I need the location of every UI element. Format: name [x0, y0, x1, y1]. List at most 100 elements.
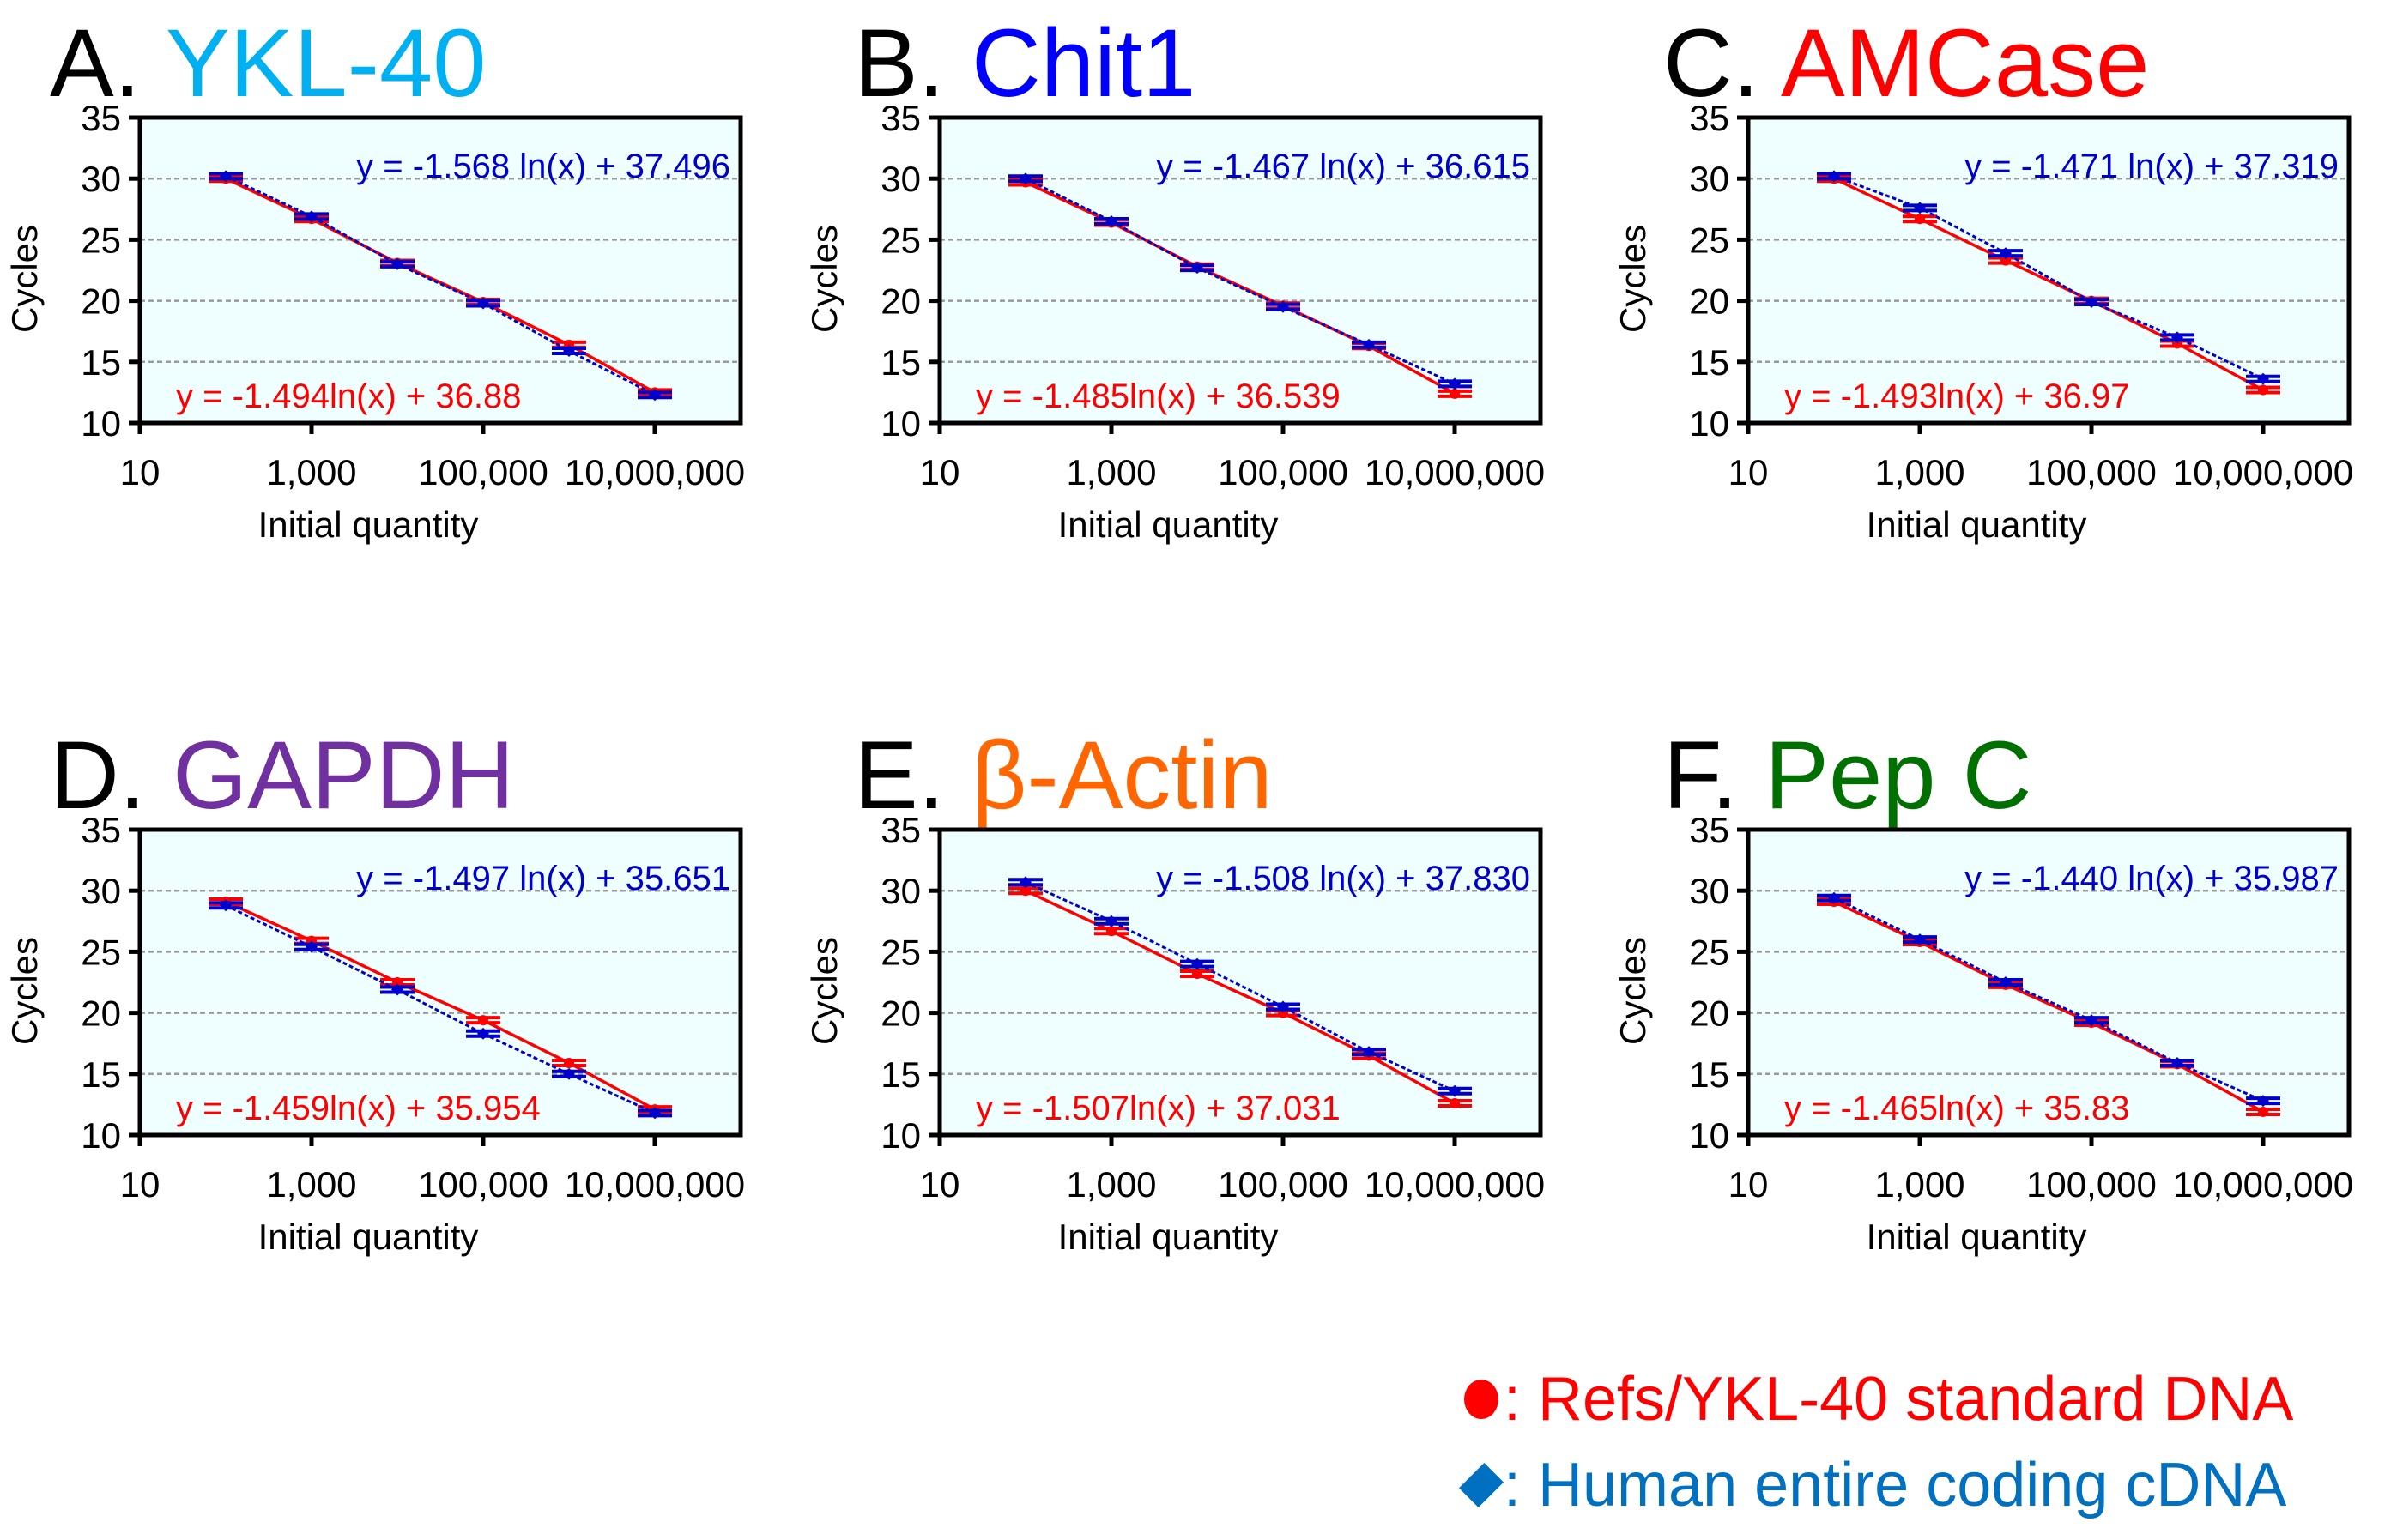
data-point-diamond	[2171, 331, 2183, 344]
y-tick-label: 20	[1689, 281, 1729, 322]
panel-title-e: E. β-Actin	[854, 728, 1273, 824]
equation-label-cdna: y = -1.508 ln(x) + 37.830	[1156, 860, 1530, 897]
data-point-diamond	[477, 297, 489, 310]
panel-letter: F.	[1663, 722, 1739, 829]
data-point-diamond	[2257, 1095, 2269, 1108]
series-line-cdna	[225, 903, 656, 1114]
y-tick-label: 35	[81, 810, 121, 850]
y-axis-label: Cycles	[804, 937, 844, 1045]
legend-item-standard-dna: : Refs/YKL-40 standard DNA	[1459, 1368, 2293, 1430]
data-point-diamond	[391, 257, 403, 270]
data-point-diamond	[649, 389, 661, 402]
plot-frame	[1746, 115, 2352, 426]
y-tick-label: 15	[1689, 1054, 1729, 1095]
panel-letter: D.	[50, 722, 146, 829]
y-tick-label: 20	[81, 281, 121, 322]
y-tick-label: 35	[81, 98, 121, 138]
legend-label: : Human entire coding cDNA	[1504, 1451, 2287, 1519]
panel-title-b: B. Chit1	[854, 15, 1195, 112]
gene-name: Chit1	[971, 9, 1196, 117]
data-point-diamond	[649, 1107, 661, 1120]
plot-background	[140, 830, 741, 1135]
y-axis-label: Cycles	[1613, 225, 1653, 333]
plot-frame	[937, 115, 1543, 426]
x-tick-label: 100,000	[2026, 452, 2157, 492]
plot-frame	[937, 827, 1543, 1138]
data-point-diamond	[391, 983, 403, 996]
data-point-diamond	[2000, 976, 2012, 988]
data-point-diamond	[1277, 300, 1289, 313]
x-tick-label: 10,000,000	[565, 1164, 745, 1205]
data-point-circle	[1450, 388, 1460, 399]
y-tick-label: 10	[881, 1115, 921, 1156]
y-tick-label: 15	[81, 342, 121, 383]
data-point-diamond	[1363, 338, 1375, 351]
data-point-diamond	[1277, 1000, 1289, 1013]
x-tick-label: 100,000	[2026, 1164, 2157, 1205]
y-tick-label: 20	[881, 993, 921, 1034]
equation-label-standard-dna: y = -1.494ln(x) + 36.88	[176, 377, 521, 415]
x-tick-label: 100,000	[418, 452, 548, 492]
data-point-diamond	[1828, 170, 1840, 183]
data-point-diamond	[1914, 202, 1926, 214]
plot-background	[940, 118, 1540, 423]
x-axis-label: Initial quantity	[1058, 1217, 1279, 1257]
data-point-diamond	[2257, 372, 2269, 385]
y-tick-label: 25	[81, 220, 121, 260]
x-tick-label: 10,000,000	[2173, 452, 2353, 492]
data-point-diamond	[1191, 262, 1203, 275]
x-tick-label: 1,000	[1066, 1164, 1156, 1205]
data-point-diamond	[563, 1067, 575, 1080]
data-point-diamond	[1449, 1084, 1461, 1097]
data-point-circle	[564, 1057, 574, 1068]
x-axis-label: Initial quantity	[1058, 504, 1279, 545]
series-line-cdna	[1025, 177, 1456, 385]
series-line-cdna	[1833, 174, 2264, 381]
gene-name: GAPDH	[173, 722, 515, 829]
y-tick-label: 25	[881, 220, 921, 260]
y-tick-label: 25	[881, 932, 921, 972]
data-point-diamond	[306, 210, 318, 223]
equation-label-cdna: y = -1.467 ln(x) + 36.615	[1156, 148, 1530, 185]
data-point-diamond	[306, 940, 318, 953]
x-axis-label: Initial quantity	[1867, 1217, 2087, 1257]
x-tick-label: 1,000	[1874, 452, 1964, 492]
y-tick-label: 10	[881, 403, 921, 444]
equation-label-cdna: y = -1.440 ln(x) + 35.987	[1964, 860, 2339, 897]
y-tick-label: 15	[81, 1054, 121, 1095]
y-tick-label: 35	[881, 98, 921, 138]
red-circle-marker-icon	[1459, 1380, 1504, 1419]
panel-title-f: F. Pep C	[1663, 728, 2032, 824]
equation-label-standard-dna: y = -1.485ln(x) + 36.539	[976, 377, 1341, 415]
y-tick-label: 25	[1689, 220, 1729, 260]
x-tick-label: 10	[1728, 1164, 1769, 1205]
data-point-circle	[2000, 255, 2011, 266]
plot-background	[1748, 830, 2349, 1135]
x-tick-label: 10	[920, 1164, 960, 1205]
data-point-circle	[2258, 384, 2268, 396]
data-point-diamond	[1914, 933, 1926, 946]
data-point-diamond	[2171, 1056, 2183, 1069]
equation-label-standard-dna: y = -1.507ln(x) + 37.031	[976, 1090, 1341, 1127]
plot-frame	[137, 827, 743, 1138]
y-tick-label: 30	[1689, 159, 1729, 199]
y-tick-label: 10	[1689, 403, 1729, 444]
x-tick-label: 10,000,000	[565, 452, 745, 492]
y-axis-label: Cycles	[1613, 937, 1653, 1045]
data-point-diamond	[477, 1027, 489, 1040]
panel-title-d: D. GAPDH	[50, 728, 514, 824]
panel-letter: B.	[854, 9, 945, 117]
x-tick-label: 10	[120, 1164, 160, 1205]
y-tick-label: 10	[1689, 1115, 1729, 1156]
equation-label-standard-dna: y = -1.465ln(x) + 35.83	[1784, 1090, 2129, 1127]
gene-name: β-Actin	[971, 722, 1273, 829]
data-point-diamond	[1020, 876, 1032, 889]
x-axis-label: Initial quantity	[258, 1217, 479, 1257]
x-tick-label: 100,000	[1218, 1164, 1348, 1205]
x-axis-label: Initial quantity	[1867, 504, 2087, 545]
x-tick-label: 100,000	[1218, 452, 1348, 492]
plot-frame	[137, 115, 743, 426]
gene-name: AMCase	[1780, 9, 2150, 117]
y-axis-label: Cycles	[4, 225, 45, 333]
